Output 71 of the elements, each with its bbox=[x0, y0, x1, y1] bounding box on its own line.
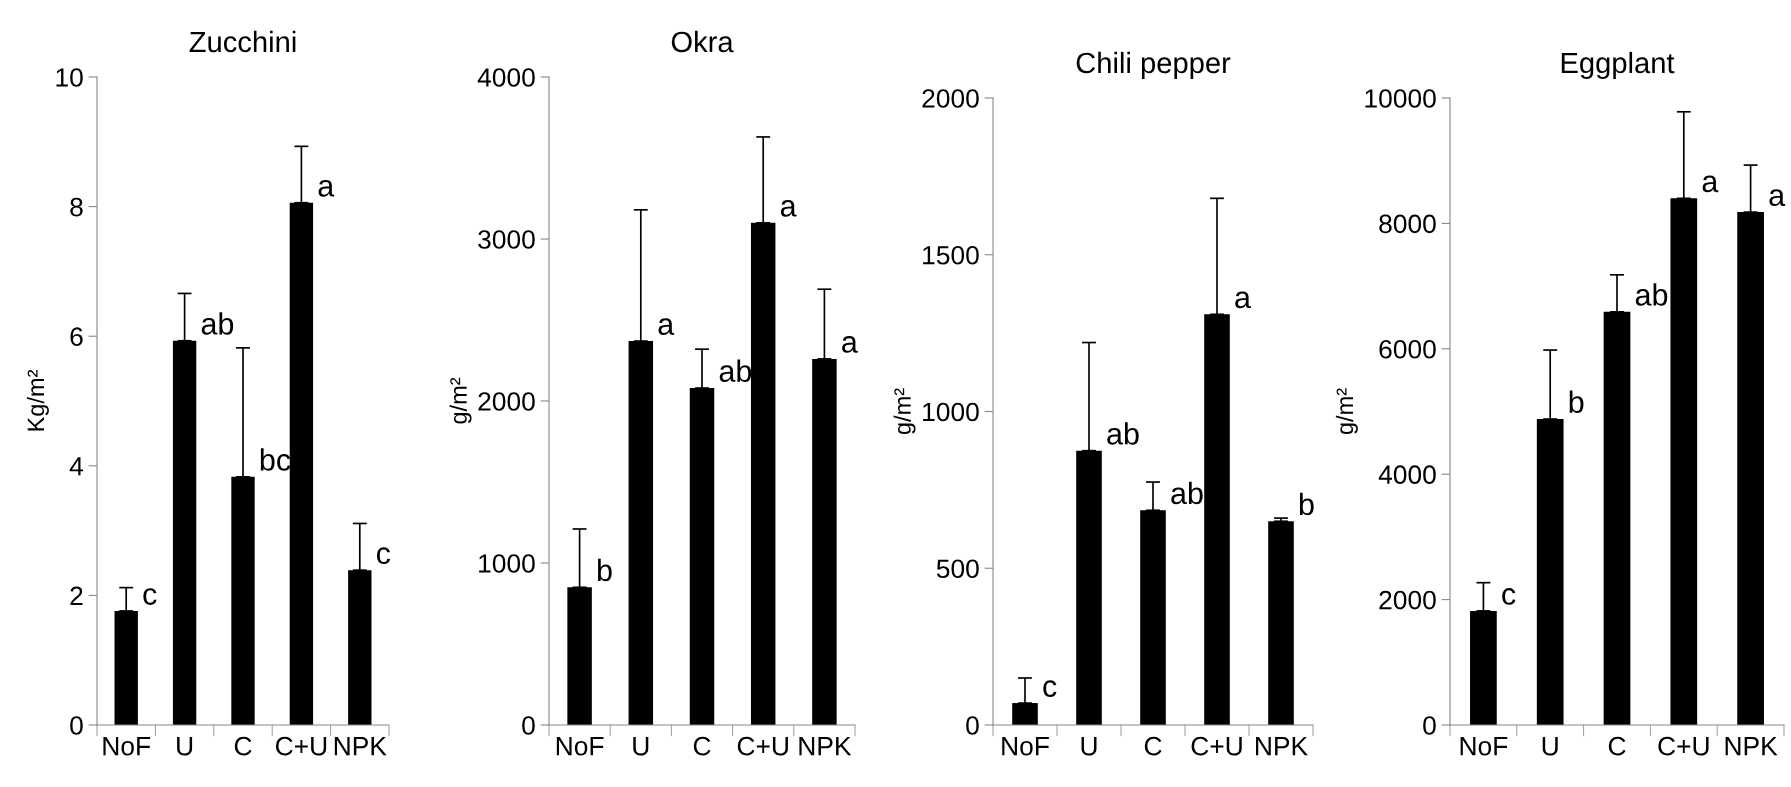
y-tick-label: 3000 bbox=[478, 230, 535, 249]
x-tick-label: NPK bbox=[799, 737, 852, 756]
x-tick-label: C bbox=[1144, 736, 1162, 756]
y-tick-label: 0 bbox=[522, 716, 535, 735]
x-tick-label: NoF bbox=[556, 737, 604, 756]
y-axis-title: g/m² bbox=[449, 377, 472, 424]
y-tick-label: 6 bbox=[70, 327, 83, 347]
chart-title: Okra bbox=[671, 30, 734, 53]
annotation: ab bbox=[1107, 422, 1139, 445]
x-tick-label: U bbox=[177, 737, 193, 756]
y-tick-label: 4000 bbox=[477, 68, 535, 87]
y-tick-label: 0 bbox=[966, 716, 979, 735]
chart-title: Eggplant bbox=[1561, 51, 1675, 80]
x-tick-label: NPK bbox=[334, 737, 387, 756]
y-tick-label: 8 bbox=[70, 197, 83, 217]
y-tick-label: 10000 bbox=[1365, 89, 1436, 108]
chart-title: Chili pepper bbox=[1076, 51, 1231, 80]
y-tick-label: 1000 bbox=[923, 402, 979, 422]
x-tick-label: NoF bbox=[1002, 737, 1049, 756]
annotation: a bbox=[1769, 189, 1786, 207]
annotation: a bbox=[842, 336, 858, 353]
x-tick-label: C+U bbox=[1191, 736, 1242, 756]
chart-title: Zucchini bbox=[189, 30, 296, 53]
annotation: c bbox=[1502, 588, 1516, 605]
y-tick-label: 4 bbox=[69, 457, 84, 476]
x-tick-label: C+U bbox=[1658, 736, 1709, 756]
y-tick-label: 500 bbox=[936, 559, 979, 579]
y-tick-label: 1000 bbox=[479, 554, 535, 573]
x-tick-label: NPK bbox=[1725, 737, 1778, 756]
y-tick-label: 0 bbox=[70, 716, 83, 735]
annotation: ab bbox=[1635, 283, 1668, 306]
y-axis-title: Kg/m² bbox=[26, 369, 49, 431]
y-tick-label: 1500 bbox=[923, 245, 979, 265]
y-tick-label: 4000 bbox=[1378, 465, 1436, 485]
y-tick-label: 0 bbox=[1423, 716, 1436, 735]
annotation: b bbox=[597, 558, 612, 582]
annotation: c bbox=[376, 547, 391, 565]
y-axis-title: g/m² bbox=[893, 388, 916, 435]
bar bbox=[1268, 521, 1294, 725]
annotation: c bbox=[1043, 680, 1057, 698]
annotation: b bbox=[1299, 492, 1314, 516]
y-axis-title: g/m² bbox=[1335, 388, 1358, 435]
y-tick-label: 6000 bbox=[1379, 339, 1436, 359]
x-tick-label: U bbox=[1081, 737, 1097, 756]
x-tick-label: U bbox=[633, 737, 649, 756]
y-tick-label: 2000 bbox=[922, 89, 979, 108]
annotation: a bbox=[318, 179, 335, 197]
x-tick-label: NoF bbox=[103, 737, 151, 756]
annotation: a bbox=[1702, 175, 1719, 193]
y-tick-label: 2000 bbox=[478, 392, 535, 411]
annotation: a bbox=[1235, 291, 1251, 309]
annotation: a bbox=[658, 318, 675, 336]
x-tick-label: C+U bbox=[275, 736, 327, 756]
y-tick-label: 2 bbox=[70, 586, 83, 605]
annotation: ab bbox=[1171, 481, 1203, 505]
y-tick-label: 2000 bbox=[1379, 590, 1436, 610]
annotation: c bbox=[143, 588, 157, 605]
x-tick-label: C+U bbox=[737, 736, 788, 756]
x-tick-label: C bbox=[693, 736, 711, 756]
x-tick-label: NPK bbox=[1256, 737, 1308, 756]
x-tick-label: C bbox=[1608, 736, 1626, 756]
annotation: bc bbox=[260, 448, 291, 471]
x-tick-label: NoF bbox=[1460, 737, 1508, 756]
annotation: ab bbox=[201, 312, 234, 335]
x-tick-label: C bbox=[234, 736, 252, 756]
y-tick-label: 10 bbox=[56, 68, 83, 87]
x-tick-label: U bbox=[1542, 737, 1558, 756]
annotation: b bbox=[1569, 390, 1584, 413]
annotation: a bbox=[780, 200, 797, 217]
annotation: ab bbox=[719, 359, 752, 382]
y-tick-label: 8000 bbox=[1379, 214, 1436, 234]
